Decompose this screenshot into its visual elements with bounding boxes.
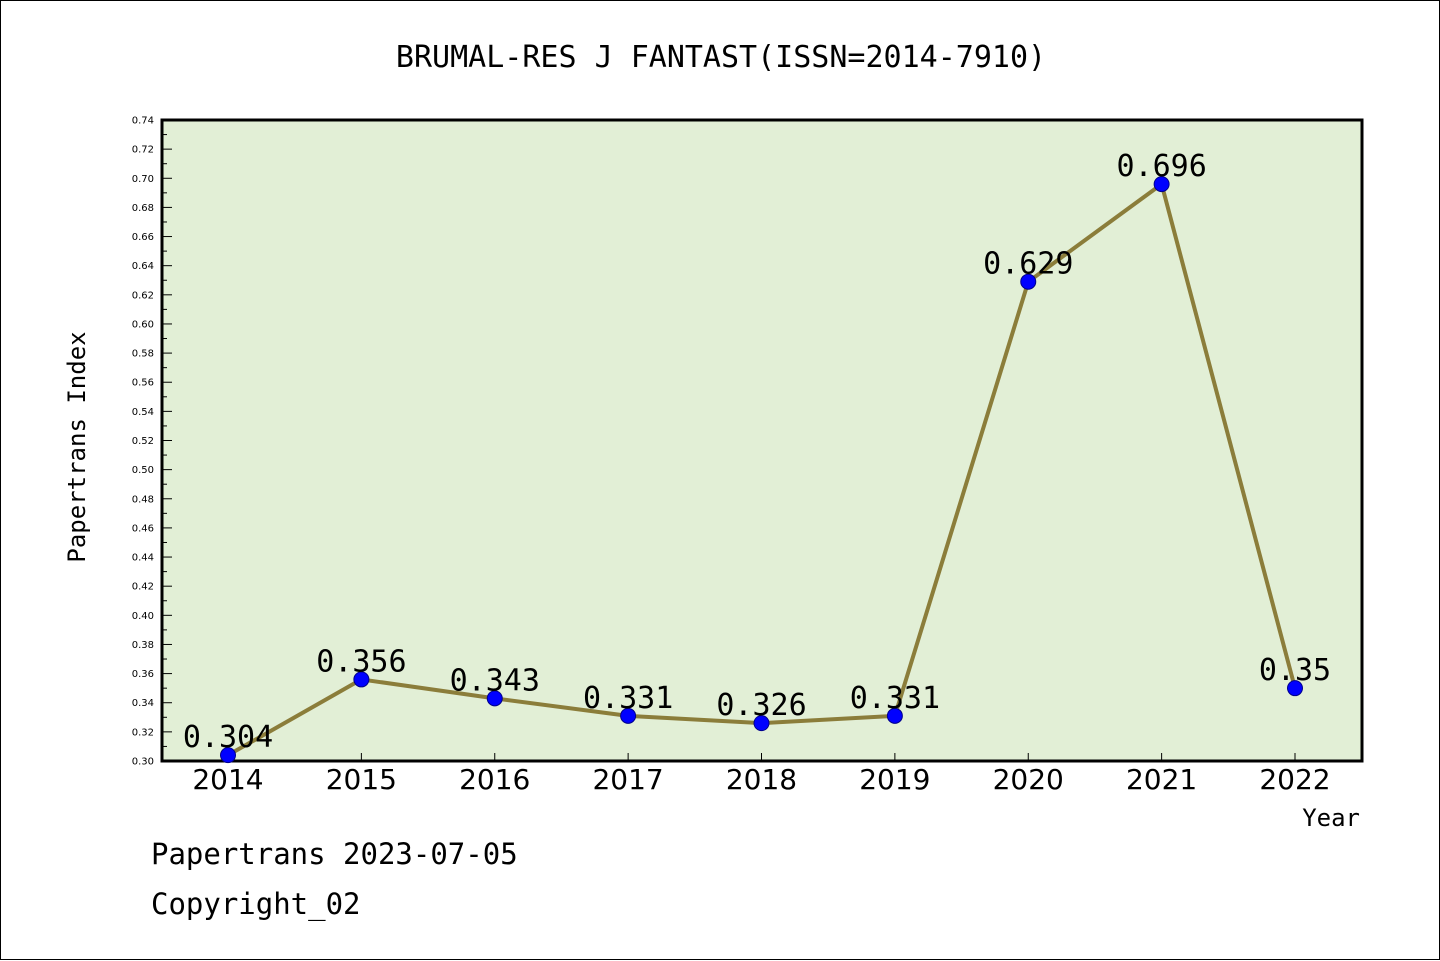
data-point: [486, 690, 503, 707]
y-tick-label: 0.56: [132, 378, 154, 389]
x-axis: 2014 2015 2016 2017 2018 2019 2020 2021 2022: [192, 753, 1331, 796]
x-tick-label: 2018: [726, 763, 797, 796]
x-tick-label: 2021: [1126, 763, 1197, 796]
data-label: 0.356: [316, 644, 406, 679]
x-tick-label: 2020: [993, 763, 1064, 796]
y-tick-label: 0.30: [132, 757, 154, 768]
data-point: [220, 747, 236, 764]
y-tick-label: 0.68: [132, 203, 154, 214]
footer-date: Papertrans 2023-07-05: [151, 837, 518, 871]
data-point: [1287, 680, 1303, 697]
x-tick-label: 2022: [1259, 763, 1330, 796]
series-line-group: 0.304 0.356 0.343 0.331 0.326 0.331 0.629 0.696…: [183, 149, 1331, 764]
y-tick-label: 0.42: [132, 582, 154, 593]
y-tick-label: 0.74: [132, 116, 154, 127]
y-tick-label: 0.62: [132, 290, 154, 301]
y-tick-label: 0.50: [132, 465, 154, 476]
data-point: [886, 707, 903, 724]
y-tick-label: 0.40: [132, 611, 154, 622]
data-point: [353, 671, 370, 688]
y-tick-label: 0.38: [132, 640, 154, 651]
data-label: 0.331: [583, 681, 673, 716]
data-point: [1020, 273, 1037, 290]
y-tick-label: 0.64: [132, 261, 154, 272]
footer-copyright: Copyright_02: [151, 887, 361, 921]
y-tick-label: 0.44: [132, 553, 154, 564]
data-label: 0.35: [1259, 653, 1331, 688]
data-label: 0.326: [716, 688, 806, 723]
y-tick-label: 0.32: [132, 727, 154, 738]
x-tick-label: 2015: [326, 763, 397, 796]
y-tick-label: 0.60: [132, 319, 154, 330]
y-tick-label: 0.36: [132, 669, 154, 680]
data-point: [753, 715, 770, 732]
y-tick-label: 0.58: [132, 349, 154, 360]
x-axis-label: Year: [1302, 804, 1360, 832]
chart-title: BRUMAL-RES J FANTAST(ISSN=2014-7910): [396, 40, 1046, 75]
y-tick-label: 0.34: [132, 698, 154, 709]
x-tick-label: 2014: [192, 763, 263, 796]
data-label: 0.696: [1116, 149, 1206, 184]
data-label: 0.629: [983, 247, 1073, 282]
y-tick-label: 0.70: [132, 174, 154, 185]
y-tick-label: 0.48: [132, 494, 154, 505]
y-tick-label: 0.72: [132, 145, 154, 156]
y-axis: 0.30 0.32 0.34 0.36 0.38 0.40 0.42 0.44 0.46 0.48…: [132, 116, 172, 768]
y-tick-label: 0.46: [132, 523, 154, 534]
y-tick-label: 0.52: [132, 436, 154, 447]
data-label: 0.343: [450, 663, 540, 698]
y-tick-label: 0.66: [132, 232, 154, 243]
plot-area: [160, 118, 1364, 763]
data-label: 0.331: [850, 681, 940, 716]
data-point: [620, 707, 637, 724]
y-axis-label: Papertrans Index: [63, 331, 91, 562]
x-tick-label: 2016: [459, 763, 530, 796]
x-tick-label: 2019: [859, 763, 930, 796]
data-point: [1153, 176, 1170, 193]
x-tick-label: 2017: [592, 763, 663, 796]
data-label: 0.304: [183, 720, 273, 755]
y-tick-label: 0.54: [132, 407, 154, 418]
